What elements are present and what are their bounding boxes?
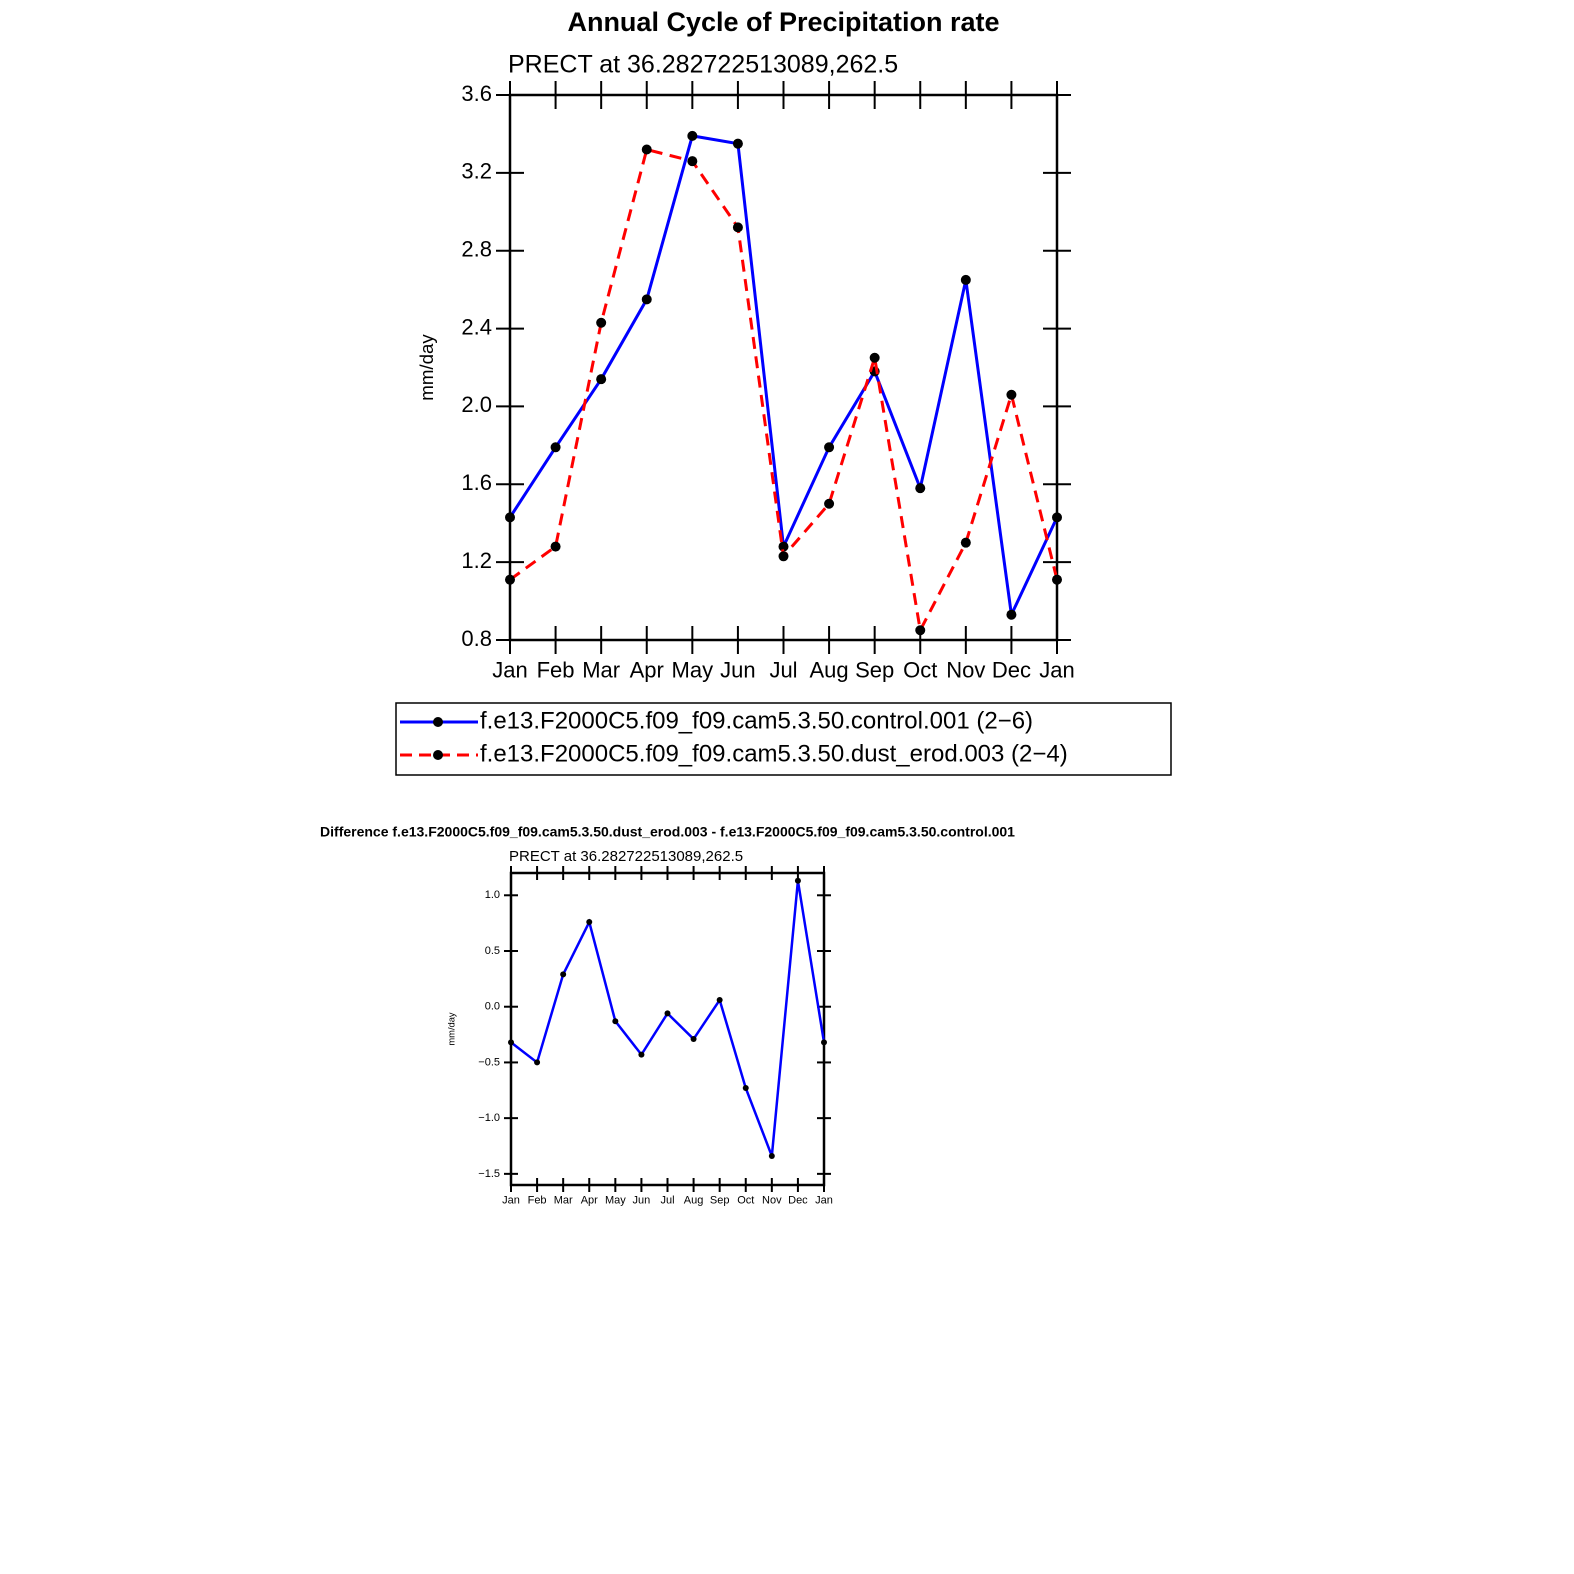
- plot-frame: [509, 871, 826, 1187]
- y-tick-label: 1.2: [461, 548, 492, 573]
- data-point: [550, 541, 561, 552]
- data-point: [960, 537, 971, 548]
- y-tick-label: 2.0: [461, 392, 492, 417]
- y-tick-label: −0.5: [478, 1056, 500, 1068]
- data-point: [824, 498, 835, 509]
- data-point: [664, 1010, 671, 1017]
- series-line: [510, 880, 826, 1157]
- x-tick-label: Oct: [737, 1195, 754, 1207]
- legend-label: f.e13.F2000C5.f09_f09.cam5.3.50.dust_ero…: [480, 740, 1068, 767]
- x-tick-label: Feb: [537, 657, 575, 682]
- data-point: [768, 1153, 775, 1160]
- data-point: [778, 551, 789, 562]
- x-tick-label: May: [605, 1195, 626, 1207]
- data-point: [508, 1039, 514, 1046]
- data-point: [716, 997, 723, 1004]
- chart-subtitle: PRECT at 36.282722513089,262.5: [509, 848, 743, 865]
- data-point: [915, 625, 926, 636]
- legend-marker: [433, 750, 443, 760]
- data-point: [638, 1051, 645, 1058]
- data-point: [596, 317, 607, 328]
- data-point: [742, 1085, 749, 1092]
- y-tick-label: 2.8: [461, 237, 492, 262]
- data-point: [550, 442, 561, 453]
- chart-title: Difference f.e13.F2000C5.f09_f09.cam5.3.…: [320, 824, 1015, 840]
- data-point: [586, 919, 593, 926]
- data-point: [690, 1036, 697, 1043]
- data-point: [794, 877, 801, 884]
- x-tick-label: Jan: [1039, 657, 1074, 682]
- y-tick-label: −1.0: [478, 1112, 500, 1124]
- data-point: [612, 1018, 619, 1025]
- x-tick-label: Apr: [581, 1195, 598, 1207]
- x-tick-label: Jul: [660, 1195, 674, 1207]
- y-tick-label: 3.2: [461, 159, 492, 184]
- x-tick-label: Nov: [946, 657, 985, 682]
- data-point: [505, 574, 515, 585]
- data-point: [732, 222, 743, 233]
- x-tick-label: Feb: [528, 1195, 547, 1207]
- data-point: [596, 374, 607, 385]
- data-point: [1052, 512, 1062, 523]
- data-point: [1006, 389, 1017, 400]
- data-point: [821, 1039, 827, 1046]
- data-point: [778, 541, 789, 552]
- x-tick-label: Jan: [492, 657, 527, 682]
- data-point: [869, 352, 880, 363]
- data-point: [824, 442, 835, 453]
- data-point: [1006, 609, 1017, 620]
- y-tick-label: 1.0: [485, 889, 500, 901]
- y-tick-label: 0.8: [461, 626, 492, 651]
- data-point: [560, 971, 567, 978]
- data-point: [687, 156, 698, 167]
- data-point: [687, 130, 698, 141]
- chart-title: Annual Cycle of Precipitation rate: [567, 7, 999, 37]
- x-tick-label: Mar: [554, 1195, 573, 1207]
- y-tick-label: 0.5: [485, 945, 500, 957]
- x-tick-label: Oct: [903, 657, 937, 682]
- legend-label: f.e13.F2000C5.f09_f09.cam5.3.50.control.…: [480, 707, 1033, 734]
- x-tick-label: Aug: [810, 657, 849, 682]
- data-point: [505, 512, 515, 523]
- data-point: [732, 138, 743, 149]
- data-point: [534, 1059, 541, 1066]
- x-tick-label: Dec: [788, 1195, 808, 1207]
- legend-box: [395, 702, 1172, 776]
- x-tick-label: May: [672, 657, 714, 682]
- data-point: [960, 274, 971, 285]
- data-point: [641, 294, 652, 305]
- data-point: [641, 144, 652, 155]
- x-tick-label: Jun: [633, 1195, 651, 1207]
- y-tick-label: −1.5: [478, 1168, 500, 1180]
- x-tick-label: Sep: [710, 1195, 730, 1207]
- y-tick-label: 0.0: [485, 1001, 500, 1013]
- y-tick-label: 1.6: [461, 470, 492, 495]
- x-tick-label: Aug: [684, 1195, 704, 1207]
- x-tick-label: Nov: [762, 1195, 782, 1207]
- x-tick-label: Dec: [992, 657, 1031, 682]
- y-axis-label: mm/day: [416, 334, 437, 401]
- x-tick-label: Sep: [855, 657, 894, 682]
- chart-subtitle: PRECT at 36.282722513089,262.5: [508, 51, 898, 79]
- legend-marker: [433, 717, 443, 727]
- x-tick-label: Jun: [720, 657, 755, 682]
- x-tick-label: Jan: [815, 1195, 833, 1207]
- y-tick-label: 2.4: [461, 314, 492, 339]
- y-tick-label: 3.6: [461, 81, 492, 106]
- x-tick-label: Jul: [769, 657, 797, 682]
- data-point: [915, 483, 926, 494]
- data-point: [1052, 574, 1062, 585]
- x-tick-label: Jan: [502, 1195, 520, 1207]
- x-tick-label: Apr: [630, 657, 664, 682]
- y-axis-label: mm/day: [446, 1012, 456, 1046]
- x-tick-label: Mar: [582, 657, 620, 682]
